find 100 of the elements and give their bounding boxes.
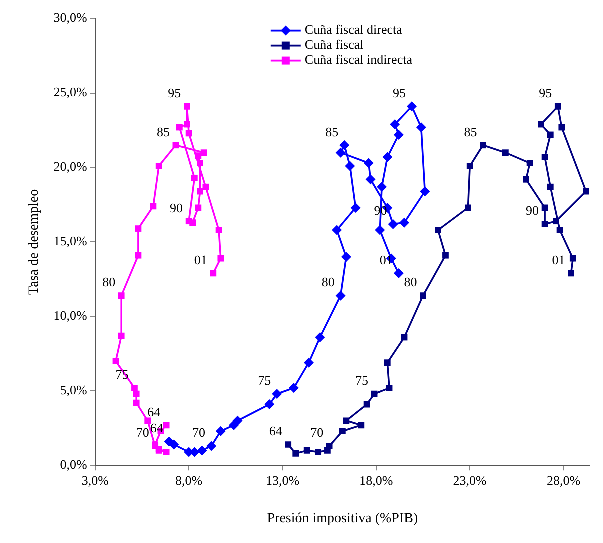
- point: [407, 102, 418, 112]
- point: [523, 176, 530, 183]
- point: [538, 121, 544, 128]
- point: [547, 184, 554, 190]
- point: [394, 130, 404, 140]
- point: [364, 158, 374, 168]
- annotation: 70: [192, 425, 206, 440]
- point: [568, 270, 574, 277]
- annotation: 64: [148, 404, 162, 420]
- point: [377, 182, 388, 192]
- point: [304, 448, 310, 454]
- point: [420, 186, 430, 197]
- point: [442, 252, 449, 259]
- annotation: 75: [356, 373, 369, 388]
- point: [394, 268, 404, 278]
- point: [350, 202, 361, 213]
- y-tick-label: 15,0%: [54, 234, 88, 249]
- annotation: 90: [170, 200, 184, 216]
- point: [400, 218, 410, 228]
- point: [195, 152, 202, 159]
- point: [340, 428, 346, 435]
- point: [172, 142, 180, 149]
- point: [264, 400, 275, 410]
- point: [176, 124, 183, 131]
- point: [390, 120, 400, 130]
- point: [435, 227, 442, 234]
- point: [288, 383, 299, 394]
- point: [163, 422, 170, 429]
- annotation: 80: [322, 274, 335, 290]
- point: [216, 426, 226, 436]
- y-tick-label: 20,0%: [54, 159, 88, 174]
- point: [156, 163, 162, 170]
- point: [184, 121, 190, 128]
- point: [336, 148, 346, 158]
- point: [416, 122, 426, 133]
- annotation: 75: [258, 373, 272, 388]
- point: [206, 441, 217, 452]
- point: [184, 103, 190, 110]
- point: [112, 358, 120, 365]
- point: [133, 400, 140, 406]
- annotation: 95: [539, 86, 552, 101]
- point: [186, 218, 192, 225]
- point: [542, 154, 548, 160]
- legend-label: Cuña fiscal directa: [304, 22, 403, 38]
- point: [384, 360, 391, 366]
- point: [272, 389, 282, 400]
- point: [542, 221, 548, 228]
- point: [570, 255, 576, 262]
- annotation: 95: [393, 86, 406, 101]
- point: [144, 418, 152, 424]
- annotation: 80: [404, 274, 418, 290]
- point: [547, 132, 554, 138]
- point: [315, 449, 322, 456]
- point: [169, 440, 180, 450]
- annotation: 95: [168, 86, 182, 101]
- legend-label: Cuña fiscal indirecta: [304, 52, 413, 68]
- x-tick-label: 28,0%: [546, 472, 581, 488]
- y-tick-label: 30,0%: [54, 10, 88, 26]
- annotation: 64: [269, 424, 283, 439]
- point: [232, 416, 243, 426]
- point: [118, 332, 125, 340]
- point: [336, 290, 346, 301]
- point: [216, 227, 222, 234]
- x-tick-label: 18,0%: [360, 472, 394, 488]
- point: [466, 163, 474, 170]
- point: [200, 150, 208, 156]
- annotation: 85: [326, 124, 339, 140]
- y-tick-label: 5,0%: [60, 382, 88, 398]
- point: [133, 390, 140, 398]
- point: [583, 188, 590, 195]
- point: [135, 226, 142, 232]
- annotation: 01: [552, 252, 566, 268]
- x-tick-label: 13,0%: [266, 472, 300, 488]
- point: [132, 384, 138, 392]
- y-tick-label: 0,0%: [60, 457, 88, 472]
- point: [502, 150, 509, 156]
- y-tick-label: 25,0%: [54, 84, 88, 100]
- point: [197, 188, 204, 195]
- point: [371, 390, 378, 398]
- x-axis-title: Presión impositiva (%PIB): [267, 511, 418, 526]
- point: [556, 227, 564, 234]
- point: [345, 161, 356, 172]
- point: [553, 218, 560, 225]
- point: [210, 270, 217, 277]
- x-tick-label: 23,0%: [453, 472, 488, 488]
- annotation: 85: [156, 124, 170, 140]
- point: [135, 252, 142, 259]
- point: [326, 443, 333, 450]
- y-axis-title: Tasa de desempleo: [27, 189, 42, 295]
- point: [285, 442, 292, 448]
- annotation: 80: [102, 274, 116, 290]
- point: [554, 103, 562, 110]
- point: [218, 255, 224, 262]
- point: [343, 418, 350, 424]
- annotation: 85: [464, 124, 478, 140]
- point: [332, 225, 342, 236]
- point: [341, 252, 352, 262]
- point: [526, 160, 534, 166]
- x-tick-label: 3,0%: [82, 472, 110, 488]
- point: [202, 184, 210, 190]
